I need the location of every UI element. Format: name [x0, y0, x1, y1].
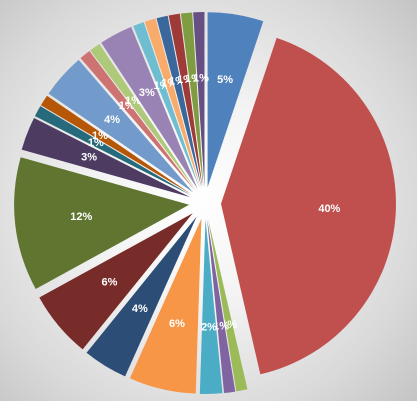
slice-data-label: 12% — [70, 211, 92, 223]
pie-slice-group: 4% — [48, 59, 194, 193]
slice-data-label: 3% — [139, 87, 155, 99]
pie-slice — [48, 59, 194, 193]
pie-slice — [193, 12, 205, 188]
pie-slice-group: 6% — [129, 218, 202, 394]
pie-slice — [207, 12, 264, 188]
slice-data-label: 1% — [193, 72, 209, 84]
pie-slice-group: 1% — [193, 12, 209, 188]
slice-data-label: 1% — [125, 95, 141, 107]
pie-slice-group: 1% — [180, 12, 204, 188]
pie-slice — [80, 51, 195, 191]
slice-data-label: 3% — [81, 152, 97, 164]
slice-data-label: 1% — [177, 74, 193, 86]
pie-slice-group: 1% — [40, 95, 192, 195]
pie-slice-group: 5% — [207, 12, 264, 188]
pie-slice-group: 6% — [39, 213, 193, 350]
pie-slice-group: 1% — [90, 43, 196, 190]
pie-slice-group: 1% — [168, 13, 203, 188]
slice-data-label: 1% — [92, 130, 108, 142]
pie-slice — [21, 117, 191, 198]
pie-slice-group: 1% — [207, 218, 236, 394]
pie-slice — [156, 15, 202, 188]
pie-slice — [14, 157, 190, 290]
slice-data-label: 5% — [217, 74, 233, 86]
slice-data-label: 4% — [132, 303, 148, 315]
pie-slice — [86, 216, 197, 377]
pie-slice — [40, 95, 192, 195]
slice-data-label: 1% — [185, 73, 201, 85]
slice-data-label: 2% — [201, 321, 217, 333]
pie-slice — [199, 218, 223, 394]
slice-data-label: 40% — [318, 203, 340, 215]
slice-data-label: 1% — [221, 319, 237, 331]
pie-slice-group: 1% — [208, 218, 248, 392]
pie-slice — [34, 106, 191, 196]
pie-slice — [208, 218, 248, 392]
pie-slice-group: 2% — [199, 218, 223, 394]
slice-data-label: 1% — [213, 320, 229, 332]
slice-data-label: 6% — [102, 277, 118, 289]
slice-data-label: 4% — [104, 114, 120, 126]
pie-slice — [180, 12, 204, 188]
pie-slice — [90, 43, 196, 190]
pie-slice-group: 3% — [101, 26, 198, 189]
pie-slice — [129, 218, 202, 394]
pie-slice-group: 4% — [86, 216, 197, 377]
pie-slice — [39, 213, 193, 350]
pie-slice — [207, 218, 236, 394]
pie-slice — [133, 22, 200, 188]
pie-slice-group: 12% — [14, 157, 190, 290]
pie-slice — [168, 13, 203, 188]
pie-slice-group: 40% — [220, 37, 396, 375]
pie-slice — [220, 37, 396, 375]
pie-slice-group: 3% — [21, 117, 191, 198]
slice-data-label: 6% — [169, 318, 185, 330]
pie-slice — [101, 26, 198, 189]
pie-slice — [144, 18, 201, 188]
